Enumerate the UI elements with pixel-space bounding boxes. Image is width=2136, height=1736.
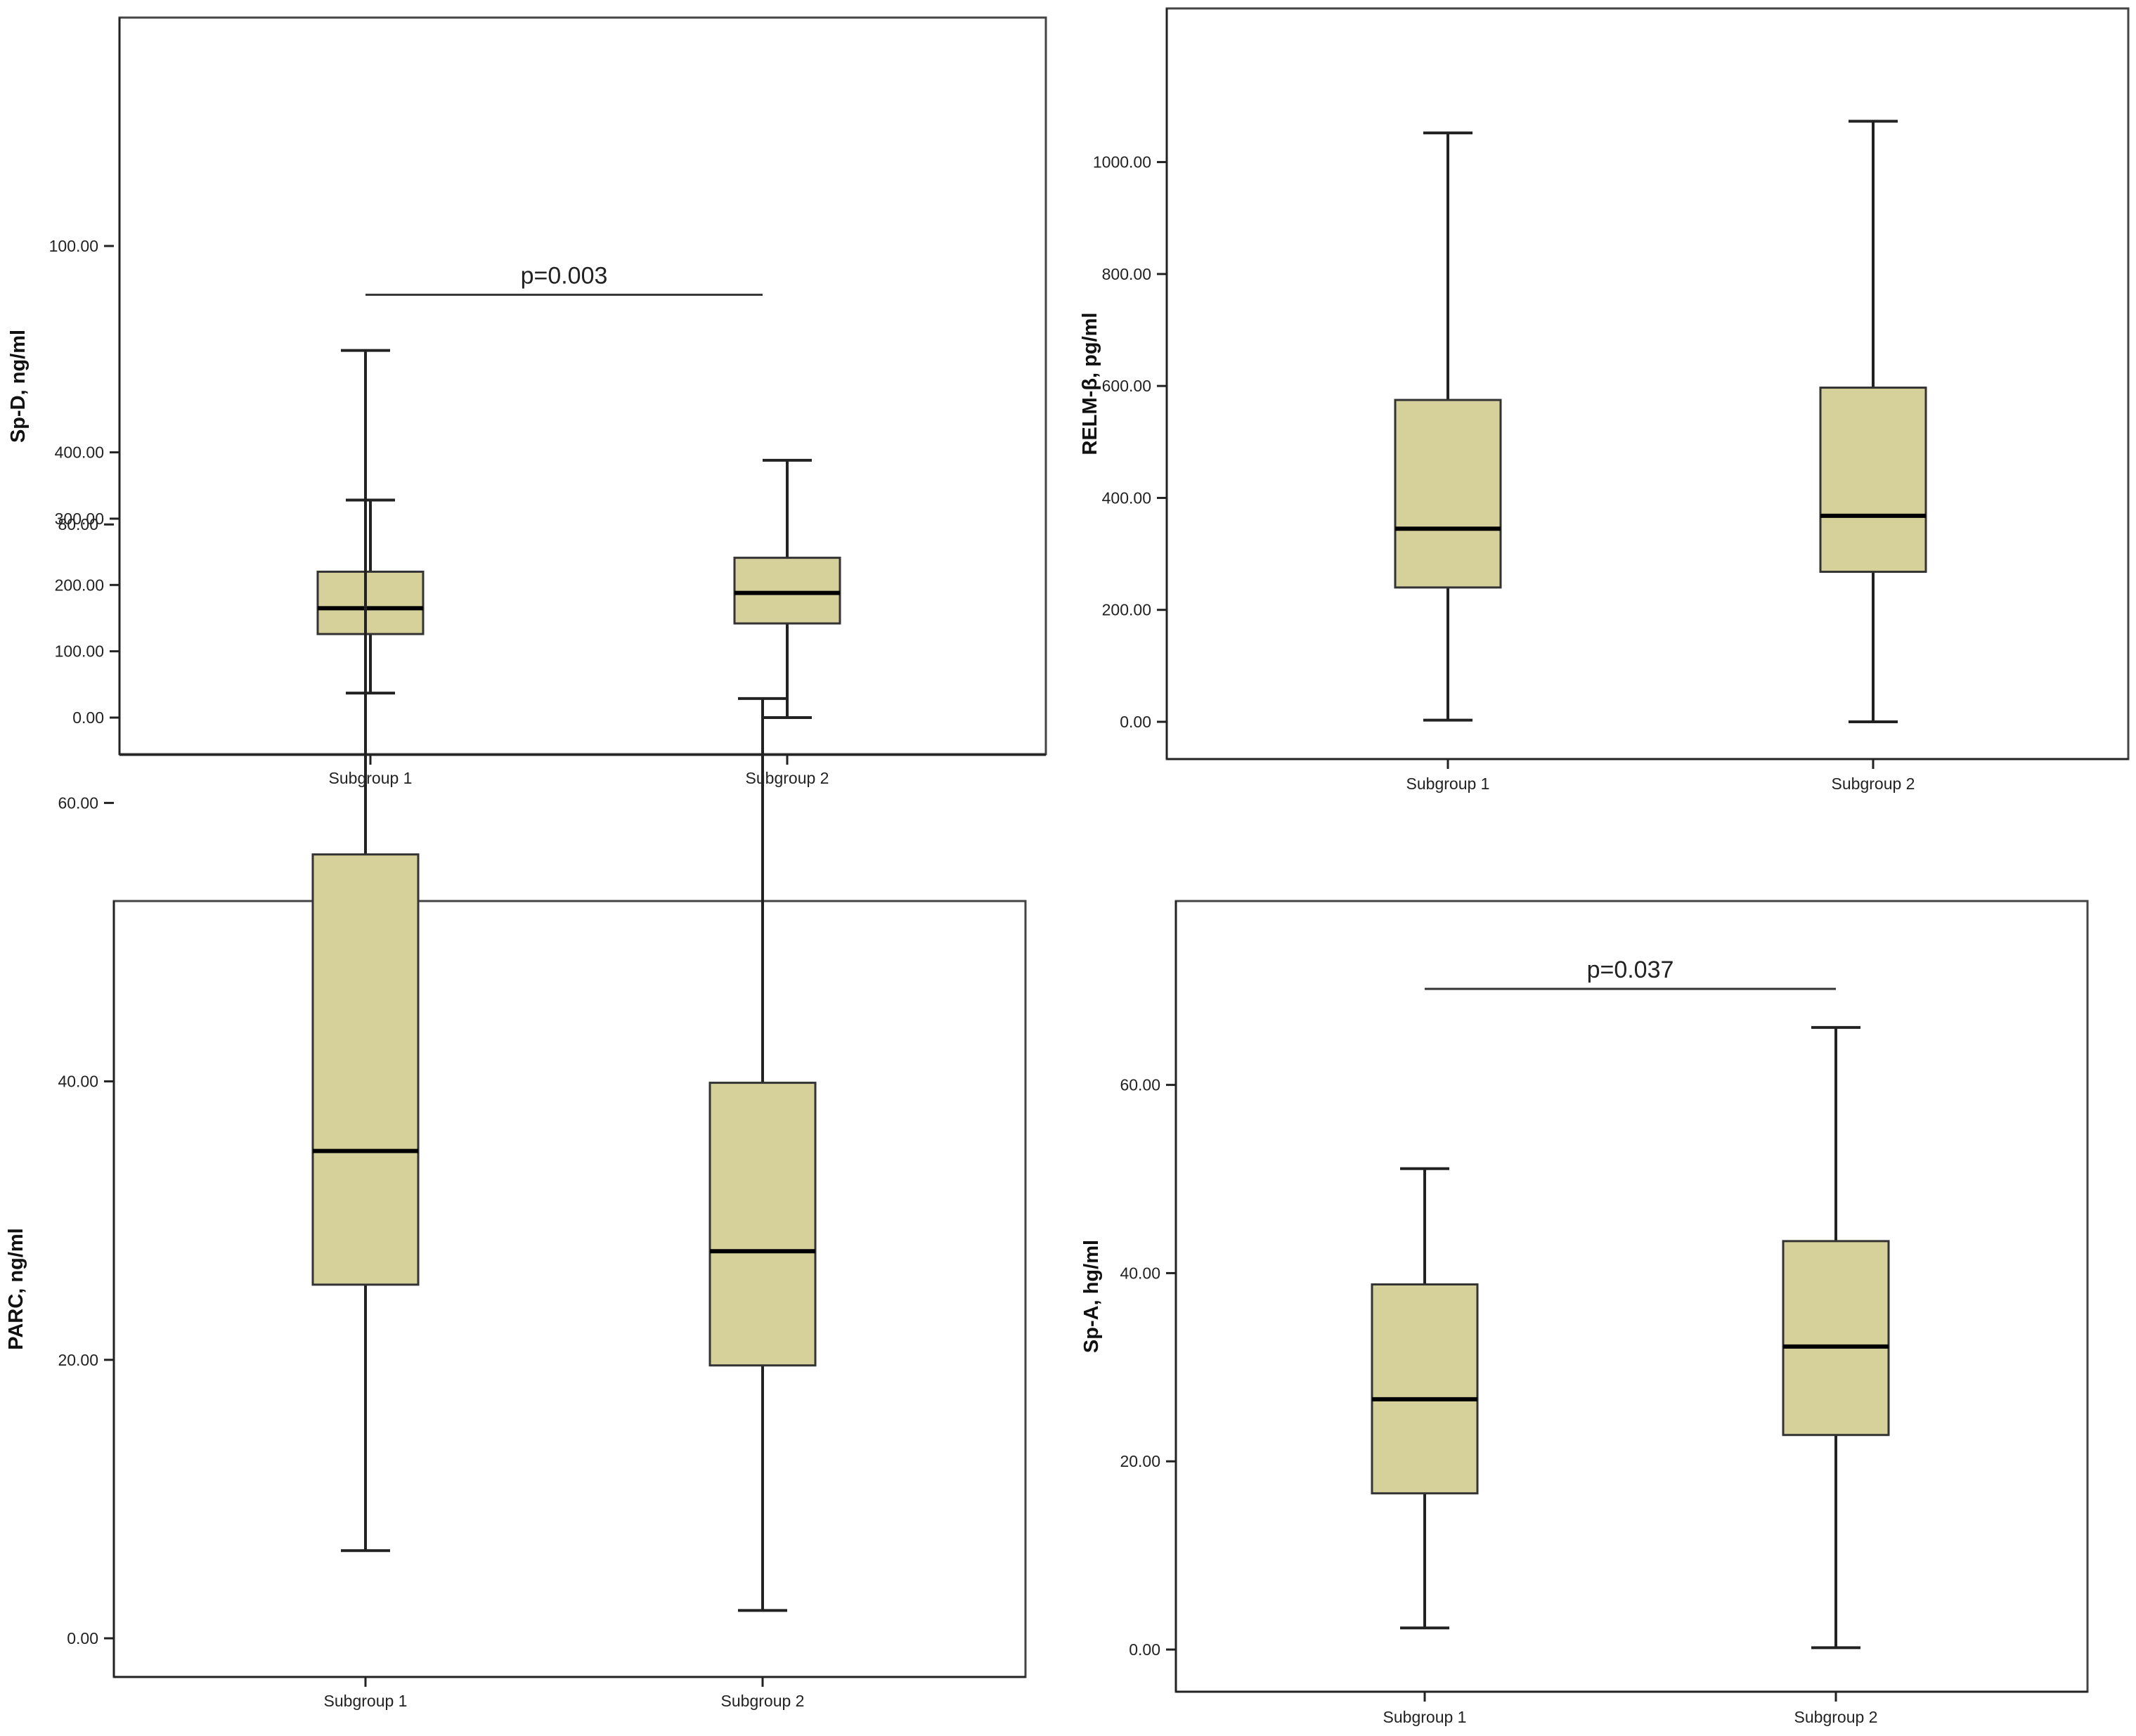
iqr-box: [1371, 1283, 1479, 1495]
y-axis-label: RELM-β, pg/ml: [1079, 313, 1101, 455]
x-category-label: Subgroup 1: [1383, 1708, 1467, 1726]
x-category-label: Subgroup 2: [746, 769, 829, 787]
y-tick-label: 400.00: [1102, 488, 1151, 507]
chart-panel-3: 0.00 20.00 40.00 60.00 80.00 100.00 PARC, ng/m…: [5, 237, 1027, 1710]
box-2: [1782, 1025, 1890, 1650]
x-category-label: Subgroup 1: [324, 1692, 408, 1710]
y-axis-label: Sp-D, ng/ml: [7, 330, 30, 443]
x-category-label: Subgroup 2: [721, 1692, 805, 1710]
box-1: [1394, 131, 1502, 722]
y-tick-label: 40.00: [1120, 1264, 1160, 1282]
y-tick-label: 20.00: [58, 1351, 98, 1369]
plot-frame: [118, 16, 1047, 756]
plot-frame: [112, 900, 1027, 1678]
y-tick-label: 200.00: [55, 576, 104, 594]
x-category-label: Subgroup 2: [1832, 775, 1915, 793]
iqr-box: [316, 570, 425, 635]
x-category-label: Subgroup 1: [1406, 775, 1490, 793]
iqr-box: [733, 557, 841, 625]
y-tick-label: 0.00: [1129, 1640, 1160, 1659]
y-tick-label: 300.00: [55, 510, 104, 528]
y-tick-label: 40.00: [58, 1073, 98, 1091]
box-1: [1371, 1167, 1479, 1630]
y-tick-label: 0.00: [1120, 713, 1151, 731]
iqr-box: [1819, 387, 1927, 574]
box-1: [316, 498, 425, 695]
box-2: [708, 697, 817, 1612]
p-value-label: p=0.003: [521, 262, 608, 289]
y-tick-label: 600.00: [1102, 377, 1151, 395]
y-tick-label: 100.00: [49, 237, 98, 255]
p-value-label: p=0.037: [1587, 957, 1674, 983]
box-1: [311, 349, 420, 1553]
y-tick-label: 80.00: [58, 515, 98, 533]
y-tick-label: 100.00: [55, 642, 104, 661]
box-2: [1819, 119, 1927, 723]
plot-frame: [1165, 7, 2130, 760]
y-tick-label: 20.00: [1120, 1452, 1160, 1470]
y-axis-label: PARC, ng/ml: [5, 1228, 27, 1349]
chart-panel-4: 0.00 20.00 40.00 60.00 Sp-A, hg/ml Subgroup 1…: [1080, 900, 2089, 1726]
y-tick-label: 200.00: [1102, 601, 1151, 619]
chart-panel-1: 0.00 100.00 200.00 300.00 400.00 Sp-D, ng/ml S…: [7, 16, 1047, 787]
y-tick-label: 400.00: [55, 443, 104, 462]
iqr-box: [311, 853, 420, 1286]
x-category-label: Subgroup 1: [329, 769, 413, 787]
iqr-box: [708, 1082, 817, 1367]
chart-panel-2: 0.00 200.00 400.00 600.00 800.00 1000.00 RELM-…: [1079, 7, 2130, 793]
iqr-box: [1394, 399, 1502, 589]
y-tick-label: 0.00: [67, 1629, 98, 1647]
x-category-label: Subgroup 2: [1794, 1708, 1878, 1726]
y-tick-label: 800.00: [1102, 265, 1151, 283]
y-tick-label: 60.00: [58, 793, 98, 812]
y-tick-label: 0.00: [72, 708, 104, 727]
box-2: [733, 458, 841, 719]
y-tick-label: 60.00: [1120, 1076, 1160, 1094]
y-axis-label: Sp-A, hg/ml: [1080, 1240, 1103, 1353]
y-tick-label: 1000.00: [1093, 153, 1151, 171]
plot-frame: [1174, 900, 2089, 1693]
iqr-box: [1782, 1240, 1890, 1437]
